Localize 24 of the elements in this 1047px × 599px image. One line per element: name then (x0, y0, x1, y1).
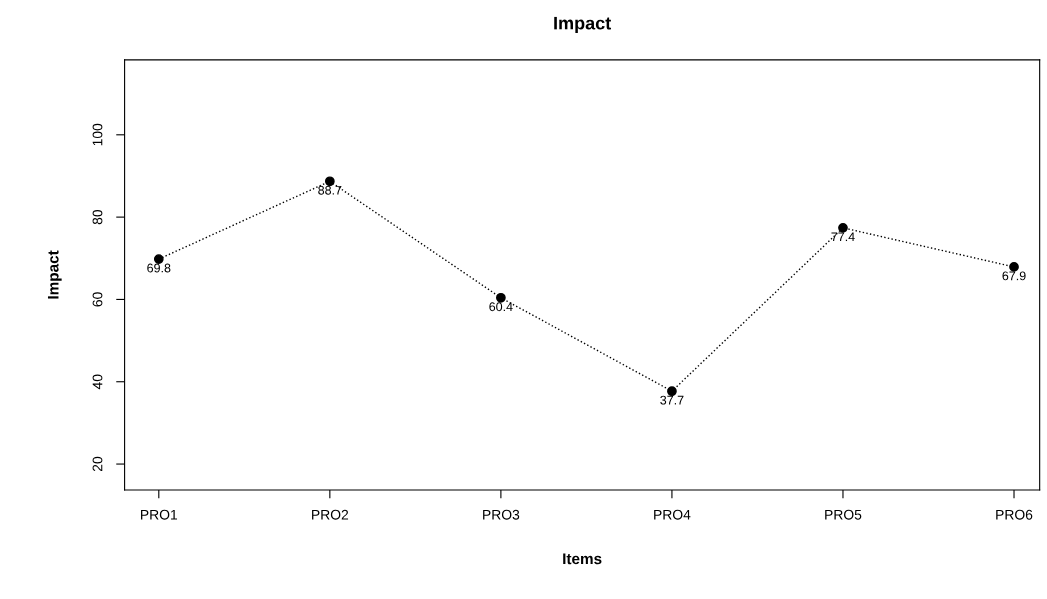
x-tick-label: PRO3 (483, 509, 520, 520)
data-label: 67.9 (1002, 271, 1026, 281)
chart-title: Impact (554, 16, 612, 34)
data-label: 88.7 (318, 185, 342, 195)
point (153, 254, 164, 264)
y-tick-label: 20 (92, 456, 103, 472)
data-label: 69.8 (147, 263, 171, 273)
x-tick-label: PRO4 (654, 509, 691, 520)
point (838, 222, 848, 233)
x-tick-label: PRO6 (996, 509, 1033, 520)
point (1009, 262, 1019, 272)
data-label: 60.4 (489, 302, 513, 312)
y-tick-label: 100 (92, 123, 103, 146)
x-tick-label: PRO2 (312, 509, 349, 520)
y-tick-label: 80 (92, 209, 103, 225)
y-tick-label: 60 (92, 292, 103, 307)
x-tick-label: PRO1 (141, 509, 178, 520)
y-axis-title: Impact (47, 250, 62, 299)
y-tick-label: 40 (92, 374, 103, 390)
data-label: 37.7 (660, 395, 684, 405)
point (496, 292, 506, 303)
x-tick-label: PRO5 (825, 509, 862, 520)
x-axis-title: Items (563, 553, 602, 565)
data-label: 77.4 (831, 232, 855, 242)
